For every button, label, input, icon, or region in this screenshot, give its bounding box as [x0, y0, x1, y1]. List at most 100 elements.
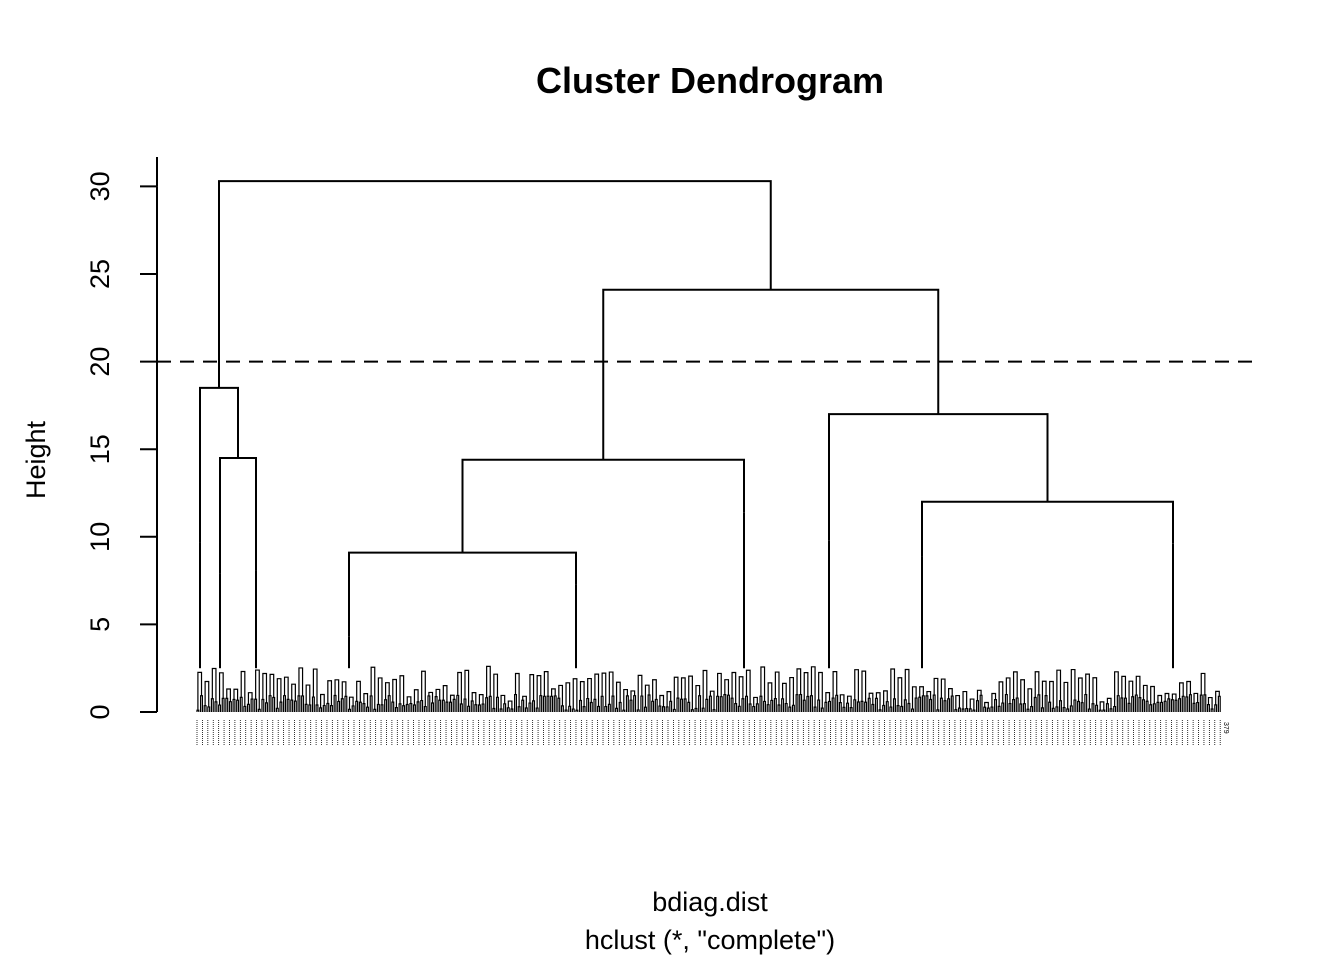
leaf-merge [694, 707, 698, 712]
leaf-merge [420, 699, 424, 712]
leaf-merge [1114, 671, 1119, 707]
leaf-merge [1116, 695, 1120, 712]
leaf-merge [629, 699, 633, 712]
leaf-merge [867, 697, 871, 712]
leaf-merge [370, 666, 376, 710]
leaf-merge [243, 705, 247, 712]
leaf-merge [312, 668, 318, 706]
leaf-merge [734, 703, 738, 712]
cluster-link [828, 413, 1049, 541]
leaf-merge [1008, 702, 1012, 712]
leaf-merge [402, 705, 406, 712]
leaf-merge [337, 700, 341, 712]
leaf-merge [929, 698, 933, 712]
leaf-merge [824, 701, 828, 712]
leaf-merge [261, 698, 265, 712]
leaf-merge [683, 698, 687, 712]
leaf-merge [719, 696, 723, 712]
leaf-merge [546, 695, 550, 712]
leaf-merge [651, 700, 655, 712]
leaf-merge [481, 703, 485, 712]
leaf-merge [550, 688, 556, 697]
leaf-merge [611, 695, 615, 712]
leaf-merge [366, 706, 370, 712]
cluster-link [348, 551, 577, 637]
leaf-merge [1171, 693, 1177, 701]
leaf-merge [926, 690, 932, 700]
leaf-merge [1149, 704, 1153, 712]
leaf-merge [1099, 701, 1105, 711]
leaf-merge [1027, 688, 1033, 710]
leaf-merge [1005, 677, 1011, 704]
leaf-merge [1178, 698, 1182, 712]
leaf-merge [680, 677, 686, 700]
leaf-merge [835, 694, 839, 712]
leaf-merge [535, 707, 539, 712]
leaf-merge [228, 701, 232, 712]
leaf-merge [708, 695, 712, 712]
merge-link-bc [602, 288, 940, 460]
leaf-merge [1012, 671, 1018, 700]
leaf-merge [485, 697, 489, 712]
leaf-merge [589, 701, 593, 712]
leaf-merge [1200, 672, 1206, 696]
leaf-merge [820, 707, 824, 712]
leaf-merge [247, 692, 253, 705]
leaf-merge [630, 690, 636, 701]
leaf-merge [409, 702, 413, 712]
leaf-merge [348, 696, 354, 710]
leaf-merge [1186, 680, 1192, 697]
leaf-merge [994, 699, 998, 712]
leaf-merge [430, 702, 434, 712]
leaf-merge [536, 675, 542, 709]
leaf-merge [550, 695, 554, 712]
leaf-merge [874, 697, 878, 712]
leaf-merge [984, 701, 989, 709]
leaf-merge [943, 700, 947, 712]
leaf-merge [334, 679, 340, 702]
leaf-merge [203, 705, 207, 712]
leaf-merge [218, 704, 222, 712]
y-axis: 0 5 10 15 20 25 30 [85, 157, 158, 720]
leaf-merge [731, 671, 737, 704]
leaf-merge [449, 694, 455, 703]
leaf-merge [528, 702, 532, 712]
leaf-merge [856, 701, 860, 712]
leaf-merge [625, 695, 629, 712]
leaf-merge [1178, 682, 1184, 699]
leaf-merge [846, 695, 852, 708]
leaf-merge [333, 694, 337, 712]
leaf-merge [1131, 696, 1135, 712]
leaf-merge [517, 706, 521, 712]
leaf-merge [803, 672, 809, 701]
leaf-merge [276, 678, 282, 709]
leaf-merge [716, 695, 720, 712]
leaf-merge [457, 671, 462, 704]
leaf-merge [1174, 699, 1178, 712]
leaf-merge [1142, 699, 1145, 712]
leaf-merge [882, 704, 886, 712]
leaf-merge [340, 698, 344, 712]
leaf-merge [239, 696, 243, 712]
leaf-merge [471, 692, 477, 705]
leaf-merge [1167, 698, 1171, 712]
leaf-merge [358, 701, 362, 712]
leaf-merge [1062, 706, 1066, 712]
leaf-merge [587, 677, 592, 703]
leaf-merge [539, 695, 543, 712]
leaf-merge [1022, 703, 1026, 712]
leaf-merge [474, 704, 478, 712]
leaf-merge [1128, 680, 1134, 704]
leaf-merge [975, 700, 979, 712]
leaf-merge [1066, 708, 1070, 712]
leaf-merge [200, 695, 204, 712]
leaf-merge [1058, 700, 1062, 712]
leaf-merge [680, 698, 684, 712]
leaf-merge [784, 702, 788, 712]
leaf-merge [892, 698, 896, 712]
leaf-merge [774, 671, 780, 705]
leaf-merge [594, 673, 600, 707]
leaf-merge [615, 707, 619, 712]
x-axis-title: bdiag.dist [652, 887, 768, 917]
